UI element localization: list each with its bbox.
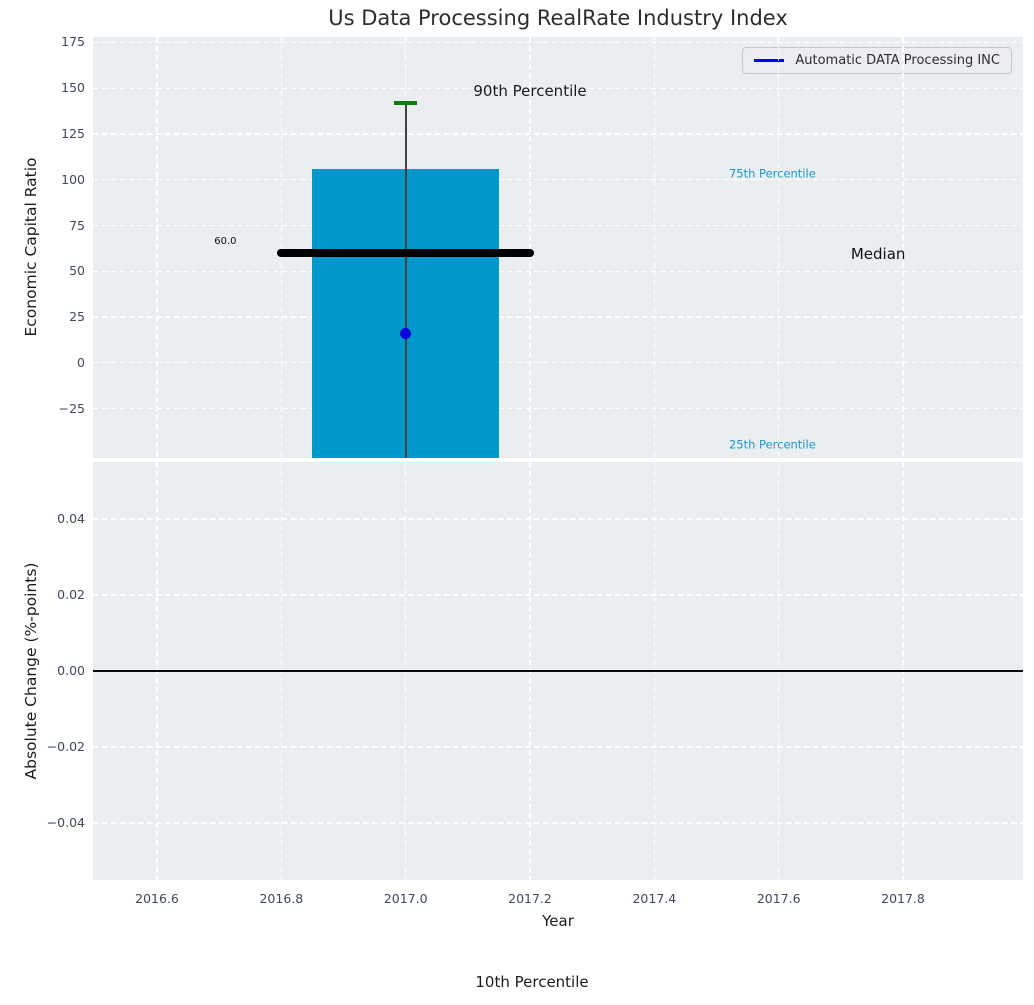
gridline-horizontal	[93, 224, 1023, 227]
y-tick-label: −0.02	[46, 739, 85, 754]
gridline-horizontal	[93, 594, 1023, 596]
x-tick-label: 2016.8	[259, 891, 304, 906]
footnote-10th-percentile: 10th Percentile	[475, 973, 589, 991]
annotation-25th-percentile: 25th Percentile	[728, 437, 816, 452]
y-tick-label: 0.00	[57, 663, 85, 678]
y-tick-label: 150	[61, 80, 85, 96]
y-tick-label: 0	[77, 354, 85, 370]
gridline-horizontal	[93, 518, 1023, 520]
y-tick-label: 125	[61, 126, 85, 141]
y-tick-label: −0.04	[46, 815, 85, 830]
legend: Automatic DATA Processing INC	[742, 47, 1012, 74]
annotation-90th-percentile: 90th Percentile	[473, 82, 587, 101]
annotation-median: Median	[850, 244, 906, 263]
gridline-vertical	[529, 37, 531, 458]
gridline-vertical	[902, 37, 904, 458]
p90-cap	[394, 101, 418, 105]
gridline-horizontal	[93, 746, 1023, 748]
annotation-60-0: 60.0	[214, 235, 237, 247]
gridline-horizontal	[93, 133, 1023, 135]
gridline-horizontal	[93, 822, 1023, 824]
y-tick-label: 25	[69, 309, 85, 325]
gridline-vertical	[280, 37, 282, 458]
gridline-horizontal	[93, 87, 1023, 89]
gridline-horizontal	[93, 316, 1023, 318]
annotation-75th-percentile: 75th Percentile	[728, 166, 816, 181]
y-tick-label: 0.04	[57, 511, 85, 526]
y-tick-label: −25	[58, 400, 85, 416]
legend-label: Automatic DATA Processing INC	[795, 53, 1000, 68]
gridline-vertical	[778, 37, 780, 458]
y-tick-label: 50	[69, 263, 85, 279]
y-tick-label: 75	[69, 217, 85, 233]
gridline-vertical	[156, 37, 158, 458]
y-tick-label: 0.02	[57, 587, 85, 602]
y-tick-label: 100	[61, 171, 85, 187]
company-point	[400, 328, 412, 340]
gridline-horizontal	[93, 362, 1023, 364]
gridline-horizontal	[93, 407, 1023, 410]
gridline-horizontal	[93, 41, 1023, 44]
x-tick-label: 2016.6	[135, 891, 179, 906]
whisker-line	[404, 102, 407, 458]
top-axes: Automatic DATA Processing INC 90th Perce…	[93, 37, 1023, 458]
gridline-horizontal	[93, 179, 1023, 181]
bottom-axes	[93, 462, 1023, 880]
x-tick-label: 2017.8	[881, 891, 925, 906]
x-axis-label: Year	[542, 912, 574, 930]
chart-title: Us Data Processing RealRate Industry Ind…	[328, 6, 788, 30]
x-tick-label: 2017.0	[383, 891, 428, 906]
legend-line-swatch	[754, 59, 785, 62]
x-tick-label: 2017.2	[508, 891, 552, 906]
x-tick-label: 2017.4	[632, 891, 677, 906]
median-line	[277, 248, 535, 257]
zero-line	[93, 670, 1023, 672]
gridline-horizontal	[93, 270, 1023, 272]
y-tick-label: 175	[61, 34, 85, 50]
gridline-vertical	[653, 37, 655, 458]
x-tick-label: 2017.6	[756, 891, 801, 906]
